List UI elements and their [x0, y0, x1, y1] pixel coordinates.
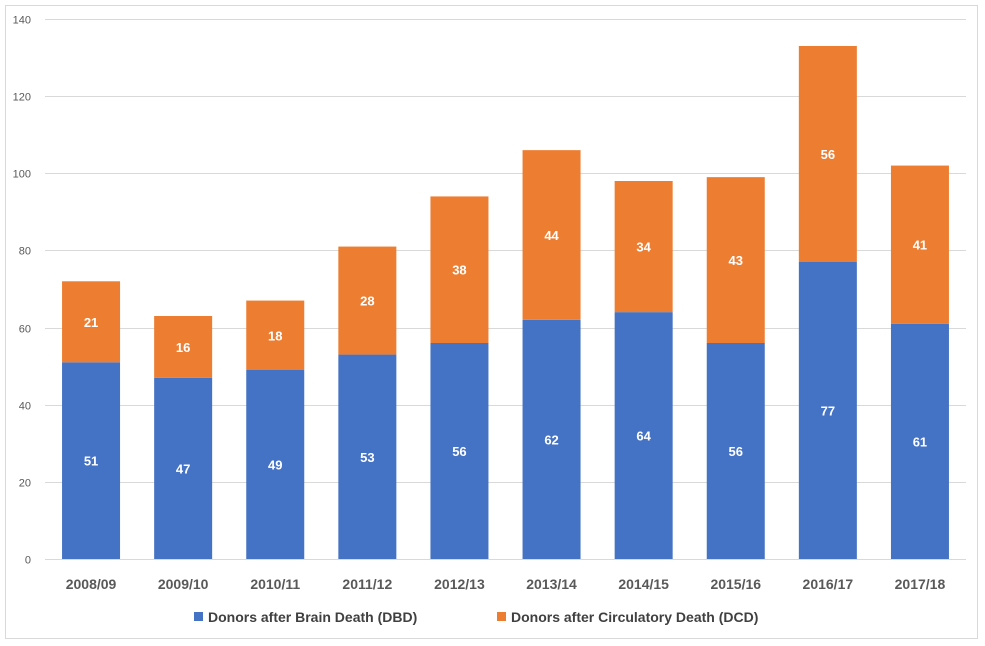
- bar-segment-dcd: [798, 46, 857, 262]
- x-tick-label: 2010/11: [250, 576, 300, 592]
- data-label: 49: [268, 458, 282, 473]
- data-label: 43: [729, 253, 743, 268]
- y-tick-label: 20: [19, 478, 31, 490]
- x-tick-label: 2015/16: [710, 576, 761, 592]
- bar-segment-dbd: [154, 377, 213, 559]
- bar-segment-dcd: [522, 150, 581, 320]
- bar-segment-dcd: [614, 181, 673, 313]
- legend-swatch: [497, 612, 506, 621]
- legend-label: Donors after Circulatory Death (DCD): [511, 609, 758, 625]
- data-label: 53: [360, 450, 374, 465]
- y-tick-label: 100: [13, 169, 31, 181]
- data-label: 62: [544, 432, 558, 447]
- y-tick-label: 120: [13, 92, 31, 104]
- data-label: 34: [636, 240, 651, 255]
- x-tick-label: 2017/18: [895, 576, 946, 592]
- data-label: 51: [84, 454, 98, 469]
- bar-segment-dcd: [154, 316, 213, 378]
- bar-segment-dbd: [62, 362, 121, 559]
- y-tick-label: 40: [19, 401, 31, 413]
- bar-segment-dbd: [338, 354, 397, 559]
- x-axis-ticks: 2008/09 2009/10 2010/11 2011/12 2012/13 2013/…: [66, 576, 946, 592]
- bar-segment-dcd: [62, 281, 121, 363]
- legend-swatch: [194, 612, 203, 621]
- bar-segment-dbd: [890, 323, 949, 559]
- data-label: 61: [913, 434, 927, 449]
- data-label: 56: [821, 147, 835, 162]
- data-label: 18: [268, 328, 282, 343]
- x-tick-label: 2009/10: [158, 576, 209, 592]
- legend-label: Donors after Brain Death (DBD): [208, 609, 417, 625]
- bar-segment-dcd: [430, 196, 489, 343]
- data-label: 44: [544, 228, 559, 243]
- x-tick-label: 2016/17: [803, 576, 854, 592]
- y-tick-label: 80: [19, 246, 31, 258]
- x-tick-label: 2013/14: [526, 576, 577, 592]
- data-label: 21: [84, 315, 98, 330]
- data-label: 38: [452, 263, 466, 278]
- data-label: 16: [176, 340, 190, 355]
- x-tick-label: 2014/15: [618, 576, 669, 592]
- legend: Donors after Brain Death (DBD) Donors aft…: [194, 609, 758, 625]
- bar-segment-dcd: [246, 300, 305, 370]
- y-tick-label: 0: [25, 555, 31, 567]
- y-axis-ticks: 0 20 40 60 80 100 120 140: [13, 15, 31, 567]
- x-tick-label: 2012/13: [434, 576, 485, 592]
- x-tick-label: 2008/09: [66, 576, 117, 592]
- data-label: 56: [452, 444, 466, 459]
- data-label: 28: [360, 294, 374, 309]
- data-label: 47: [176, 461, 190, 476]
- data-label: 56: [729, 444, 743, 459]
- bar-segment-dbd: [614, 312, 673, 559]
- x-tick-label: 2011/12: [342, 576, 392, 592]
- bar-segment-dbd: [246, 370, 305, 559]
- bar-segment-dbd: [706, 343, 765, 559]
- bars: 51 21 47 16 49 18 53 28 56 38 62 44 64 34 56 43 77 56 61 41: [62, 46, 949, 559]
- bar-segment-dbd: [798, 262, 857, 559]
- bar-segment-dbd: [430, 343, 489, 559]
- data-label: 41: [913, 238, 927, 253]
- y-tick-label: 140: [13, 15, 31, 27]
- data-label: 77: [821, 404, 835, 419]
- bar-segment-dbd: [522, 319, 581, 559]
- data-label: 64: [636, 429, 651, 444]
- y-tick-label: 60: [19, 324, 31, 336]
- bar-segment-dcd: [706, 177, 765, 343]
- bar-segment-dcd: [890, 165, 949, 324]
- bar-segment-dcd: [338, 246, 397, 355]
